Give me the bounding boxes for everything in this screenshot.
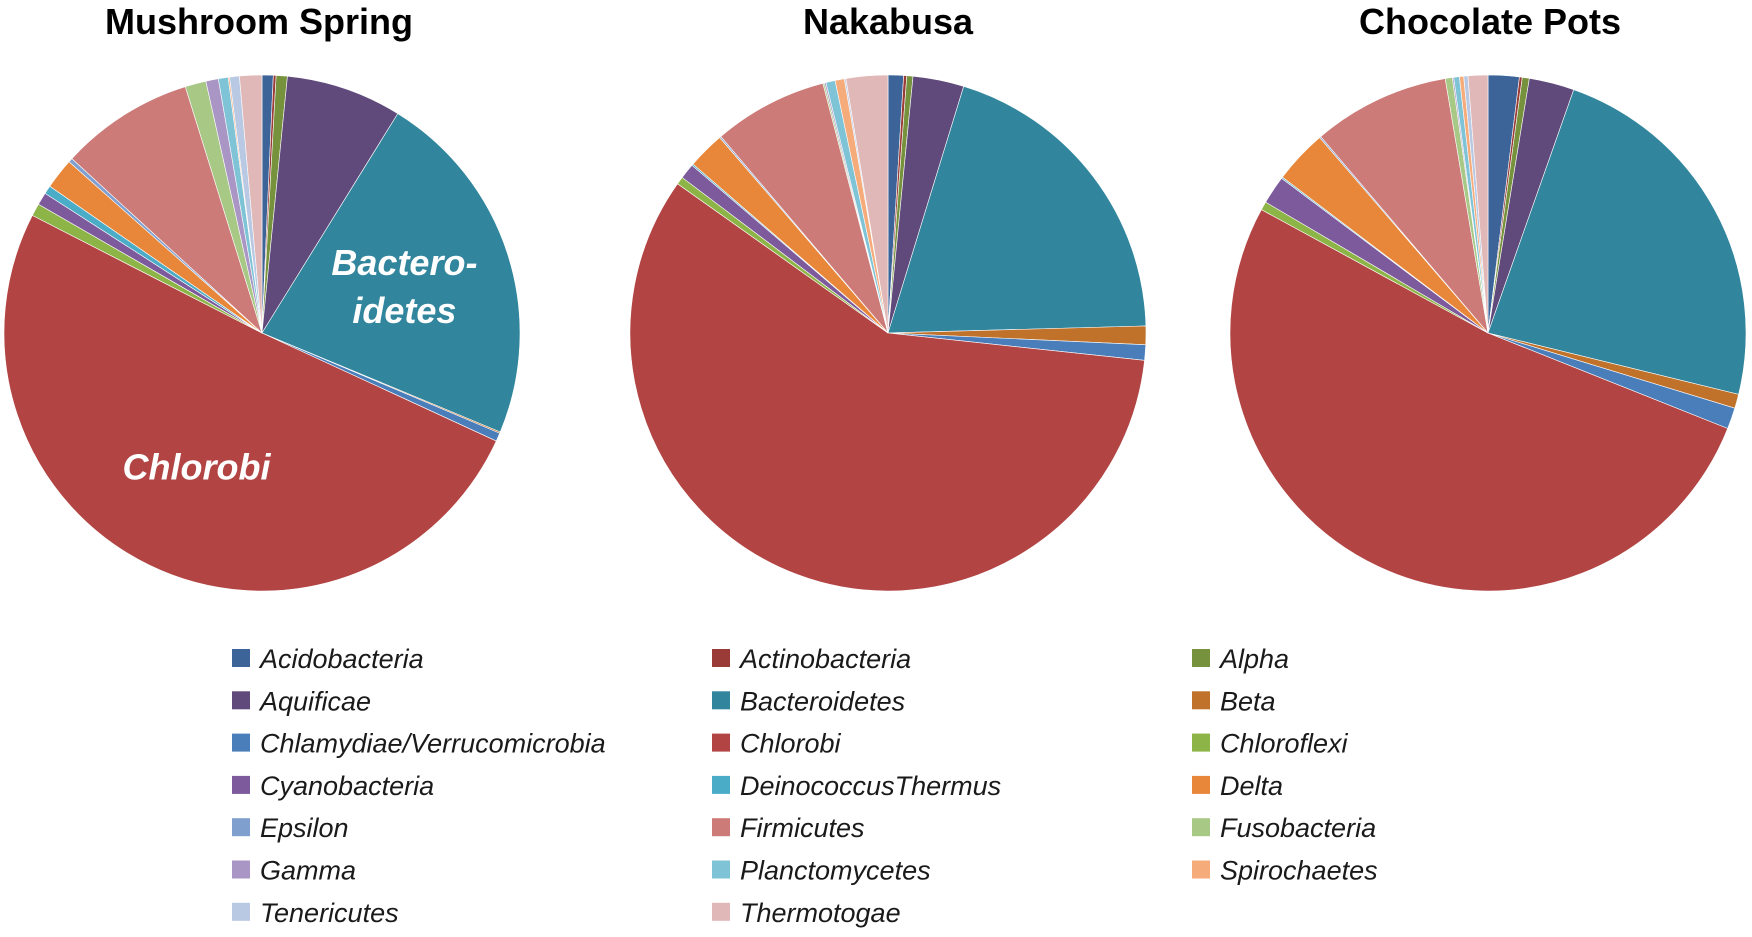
legend-item-aquificae: Aquificae [232, 686, 371, 716]
slices-nakabusa [629, 74, 1147, 592]
slice-label-chlorobi: Chlorobi [123, 447, 272, 488]
legend-label-spirochaetes: Spirochaetes [1220, 856, 1378, 886]
legend-item-tenericutes: Tenericutes [232, 898, 399, 928]
slice-mushroom-spring-firmicutes [71, 86, 263, 334]
legend-label-planctomycetes: Planctomycetes [740, 856, 931, 886]
slice-mushroom-spring-aquificae [261, 75, 399, 334]
legend-swatch-tenericutes [232, 902, 250, 921]
legend-label-alpha: Alpha [1218, 644, 1289, 674]
legend-item-spirochaetes: Spirochaetes [1192, 856, 1378, 886]
legend-item-chloroflexi: Chloroflexi [1192, 729, 1349, 759]
legend-label-aquificae: Aquificae [258, 686, 371, 716]
legend-swatch-chlorobi [712, 733, 730, 752]
slice-label-bacteroidetes: Bactero-idetes [331, 242, 477, 331]
legend-swatch-bacteroidetes [712, 691, 730, 710]
slice-nakabusa-bacteroidetes [887, 85, 1147, 334]
slice-chocolate-pots-thermotogae [1467, 74, 1489, 334]
legend-swatch-gamma [232, 860, 250, 879]
legend-swatch-fusobacteria [1192, 818, 1210, 837]
legend-item-epsilon: Epsilon [232, 813, 349, 843]
slice-chocolate-pots-firmicutes [1320, 78, 1489, 335]
legend-label-acidobacteria: Acidobacteria [258, 644, 424, 674]
legend-label-fusobacteria: Fusobacteria [1220, 813, 1376, 843]
slice-mushroom-spring-chlorobi [3, 214, 497, 592]
legend-item-gamma: Gamma [232, 856, 356, 886]
legend-label-delta: Delta [1220, 771, 1283, 801]
pie-title-chocolate-pots: Chocolate Pots [1359, 1, 1621, 42]
legend-swatch-chlamydiae-verrucomicrobia [232, 733, 250, 752]
legend-swatch-spirochaetes [1192, 860, 1210, 879]
legend-swatch-actinobacteria [712, 649, 730, 667]
legend-item-cyanobacteria: Cyanobacteria [232, 771, 434, 801]
legend-swatch-thermotogae [712, 902, 730, 921]
legend-label-tenericutes: Tenericutes [260, 898, 399, 928]
slice-chocolate-pots-bacteroidetes [1487, 89, 1747, 395]
legend-item-planctomycetes: Planctomycetes [712, 856, 931, 886]
legend-item-beta: Beta [1192, 686, 1276, 716]
legend: Acidobacteria Actinobacteria Alpha Aquifica… [232, 644, 1378, 928]
slice-mushroom-spring-bacteroidetes [261, 113, 521, 433]
legend-item-delta: Delta [1192, 771, 1283, 801]
legend-label-chloroflexi: Chloroflexi [1220, 729, 1349, 759]
legend-label-actinobacteria: Actinobacteria [738, 644, 911, 674]
legend-label-firmicutes: Firmicutes [740, 813, 865, 843]
legend-swatch-firmicutes [712, 818, 730, 837]
slices-chocolate-pots [1229, 74, 1747, 592]
legend-swatch-epsilon [232, 818, 250, 837]
slice-label-line: Bactero- [331, 242, 477, 283]
legend-item-actinobacteria: Actinobacteria [712, 644, 911, 674]
legend-swatch-aquificae [232, 691, 250, 710]
legend-swatch-beta [1192, 691, 1210, 710]
legend-item-bacteroidetes: Bacteroidetes [712, 686, 905, 716]
legend-label-thermotogae: Thermotogae [740, 898, 901, 928]
legend-swatch-cyanobacteria [232, 775, 250, 794]
legend-swatch-planctomycetes [712, 860, 730, 879]
legend-swatch-alpha [1192, 649, 1210, 667]
legend-label-chlamydiae-verrucomicrobia: Chlamydiae/Verrucomicrobia [260, 729, 606, 759]
legend-swatch-delta [1192, 775, 1210, 794]
pie-nakabusa: Nakabusa [629, 1, 1147, 592]
legend-label-cyanobacteria: Cyanobacteria [260, 771, 434, 801]
legend-item-thermotogae: Thermotogae [712, 898, 901, 928]
slice-label-line: Chlorobi [123, 447, 272, 488]
slice-nakabusa-chlorobi [629, 183, 1145, 592]
legend-item-acidobacteria: Acidobacteria [232, 644, 424, 674]
legend-item-alpha: Alpha [1192, 644, 1289, 674]
slice-mushroom-spring-thermotogae [239, 74, 263, 334]
pie-chocolate-pots: Chocolate Pots [1229, 1, 1747, 592]
pie-title-nakabusa: Nakabusa [803, 1, 974, 42]
slice-label-line: idetes [352, 290, 456, 331]
pie-title-mushroom-spring: Mushroom Spring [105, 1, 413, 42]
pie-mushroom-spring: Mushroom Spring Bactero-idetes Chlorobi [3, 1, 521, 592]
legend-item-fusobacteria: Fusobacteria [1192, 813, 1376, 843]
legend-label-gamma: Gamma [260, 856, 356, 886]
slice-nakabusa-firmicutes [720, 82, 889, 334]
labels-mushroom-spring: Bactero-idetes Chlorobi [123, 242, 478, 487]
legend-label-epsilon: Epsilon [260, 813, 349, 843]
slice-nakabusa-thermotogae [845, 74, 889, 334]
legend-swatch-chloroflexi [1192, 733, 1210, 752]
legend-item-chlamydiae-verrucomicrobia: Chlamydiae/Verrucomicrobia [232, 729, 606, 759]
legend-item-deinococcusthermus: DeinococcusThermus [712, 771, 1001, 801]
slice-chocolate-pots-chlorobi [1229, 209, 1729, 592]
legend-item-firmicutes: Firmicutes [712, 813, 865, 843]
legend-label-chlorobi: Chlorobi [740, 729, 842, 759]
legend-item-chlorobi: Chlorobi [712, 729, 842, 759]
legend-swatch-acidobacteria [232, 649, 250, 667]
slices-mushroom-spring [3, 74, 521, 592]
legend-label-beta: Beta [1220, 686, 1276, 716]
legend-swatch-deinococcusthermus [712, 775, 730, 794]
legend-label-bacteroidetes: Bacteroidetes [740, 686, 905, 716]
legend-label-deinococcusthermus: DeinococcusThermus [740, 771, 1001, 801]
